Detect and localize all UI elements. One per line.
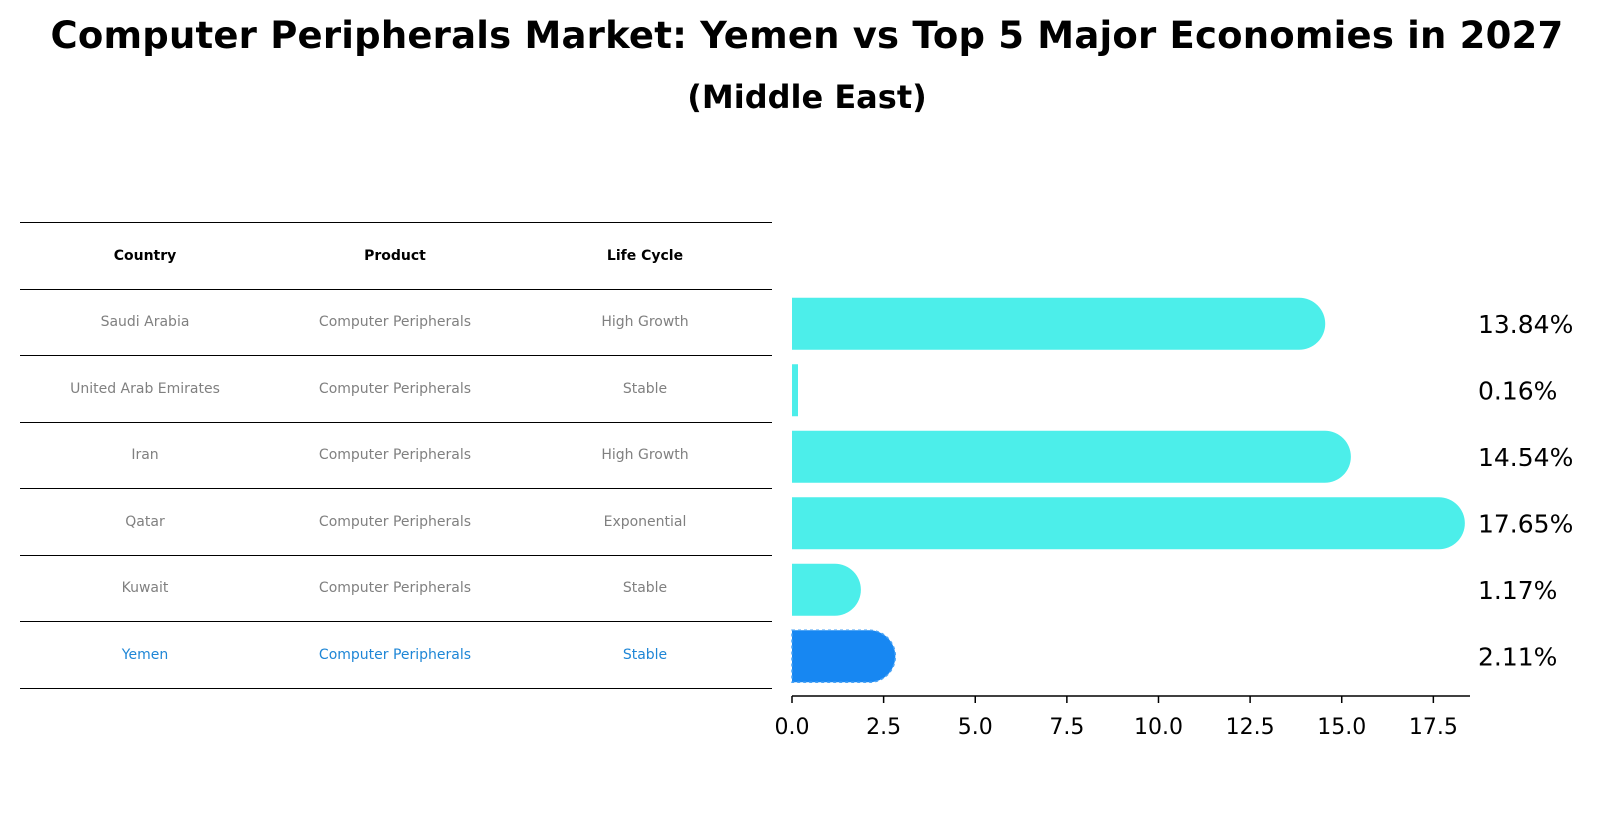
table-row: Qatar Computer Peripherals Exponential bbox=[20, 488, 772, 555]
value-label: 2.11% bbox=[1478, 642, 1557, 671]
x-tick-label: 7.5 bbox=[1049, 715, 1084, 740]
cell-life-cycle: Exponential bbox=[603, 513, 687, 530]
table-row: Iran Computer Peripherals High Growth bbox=[20, 421, 772, 489]
chart-subtitle: (Middle East) bbox=[687, 78, 927, 116]
cell-country: Saudi Arabia bbox=[100, 314, 190, 331]
bar-kuwait bbox=[792, 563, 861, 616]
table-row-highlight: Yemen Computer Peripherals Stable bbox=[20, 621, 772, 689]
table-header-row: Country Product Life Cycle bbox=[20, 222, 772, 289]
value-label: 17.65% bbox=[1478, 509, 1573, 538]
cell-product: Computer Peripherals bbox=[318, 513, 472, 530]
cell-life-cycle: High Growth bbox=[601, 314, 689, 331]
cell-country: Kuwait bbox=[121, 580, 169, 597]
cell-product: Computer Peripherals bbox=[318, 380, 472, 397]
x-tick-label: 10.0 bbox=[1134, 715, 1183, 740]
bar-united-arab-emirates bbox=[792, 364, 798, 417]
value-label: 0.16% bbox=[1478, 376, 1557, 405]
data-table: Country Product Life Cycle Saudi Arabia … bbox=[20, 222, 772, 689]
cell-country: Iran bbox=[131, 447, 159, 464]
value-label: 13.84% bbox=[1478, 310, 1573, 339]
table-row: United Arab Emirates Computer Peripheral… bbox=[20, 355, 772, 422]
x-tick-label: 5.0 bbox=[958, 715, 993, 740]
header-country: Country bbox=[113, 247, 177, 264]
bar-iran bbox=[792, 430, 1351, 483]
x-tick-label: 2.5 bbox=[866, 715, 901, 740]
cell-life-cycle: High Growth bbox=[601, 447, 689, 464]
value-label: 14.54% bbox=[1478, 443, 1573, 472]
cell-product: Computer Peripherals bbox=[318, 314, 472, 331]
bar-saudi-arabia bbox=[792, 297, 1326, 350]
cell-country: Yemen bbox=[121, 647, 169, 663]
cell-country: Qatar bbox=[125, 513, 165, 530]
chart-title: Computer Peripherals Market: Yemen vs To… bbox=[50, 14, 1564, 57]
value-label: 1.17% bbox=[1478, 576, 1557, 605]
bar-qatar bbox=[792, 497, 1465, 550]
table-row: Saudi Arabia Computer Peripherals High G… bbox=[20, 288, 772, 356]
cell-life-cycle: Stable bbox=[622, 380, 668, 397]
bar-yemen bbox=[791, 629, 897, 683]
header-life-cycle: Life Cycle bbox=[606, 247, 684, 264]
x-tick-label: 12.5 bbox=[1226, 715, 1275, 740]
x-tick-label: 15.0 bbox=[1317, 715, 1366, 740]
table-row: Kuwait Computer Peripherals Stable bbox=[20, 554, 772, 622]
cell-product: Computer Peripherals bbox=[318, 447, 472, 464]
cell-product: Computer Peripherals bbox=[318, 647, 472, 663]
cell-life-cycle: Stable bbox=[622, 647, 668, 663]
cell-product: Computer Peripherals bbox=[318, 580, 472, 597]
x-tick-label: 0.0 bbox=[775, 715, 810, 740]
cell-life-cycle: Stable bbox=[622, 580, 668, 597]
cell-country: United Arab Emirates bbox=[70, 380, 220, 397]
x-tick-label: 17.5 bbox=[1409, 715, 1458, 740]
header-product: Product bbox=[364, 247, 426, 264]
